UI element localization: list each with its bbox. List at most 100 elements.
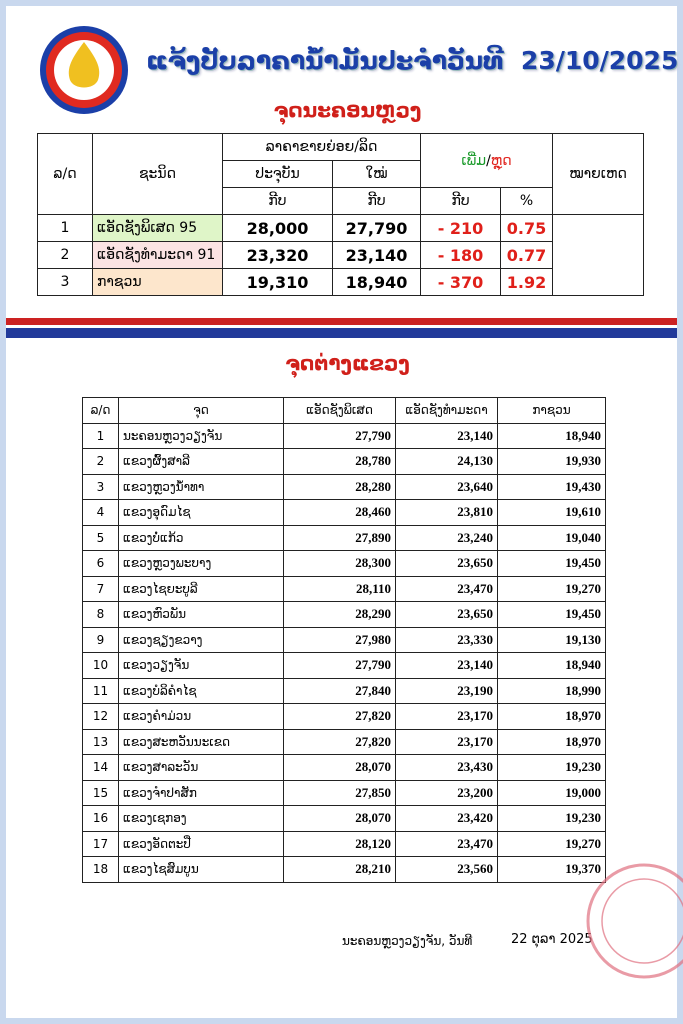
header-cell: ແອັດຊັງພິເສດ — [283, 397, 396, 424]
cell: 28,120 — [283, 830, 396, 857]
cell: 11 — [82, 677, 119, 704]
cell: 19,040 — [497, 524, 606, 551]
cell: - 210 — [420, 214, 502, 242]
cell: 28,110 — [283, 575, 396, 602]
footer-place: ນະຄອນຫຼວງວຽງຈັນ, ວັນທີ — [342, 934, 473, 948]
cell: 19,000 — [497, 779, 606, 806]
cell: ແຂວງໄຊຍະບູລີ — [118, 575, 284, 602]
row: 16 ແຂວງເຊກອງ 28,070 23,420 19,230 — [82, 805, 606, 832]
cell: ແຂວງຜົ້ງສາລີ — [118, 448, 284, 475]
cell: 16 — [82, 805, 119, 832]
province-table: ລ/ດ ຈຸດ ແອັດຊັງພິເສດ ແອັດຊັງທຳມະດາ ກາຊວນ 1 ນະຄ… — [82, 397, 606, 883]
cell: 23,810 — [395, 499, 498, 526]
cell: 7 — [82, 575, 119, 602]
cell: ແຂວງສະຫວັນນະເຂດ — [118, 728, 284, 755]
cell: 28,290 — [283, 601, 396, 628]
cell: 23,320 — [222, 241, 333, 269]
cell: 28,000 — [222, 214, 333, 242]
cell: 19,610 — [497, 499, 606, 526]
cell: ແຂວງຈຳປາສັກ — [118, 779, 284, 806]
cell: 23,650 — [395, 601, 498, 628]
cell: 23,430 — [395, 754, 498, 781]
row: 3 ແຂວງຫຼວງນ້ຳທາ 28,280 23,640 19,430 — [82, 473, 606, 500]
cell: ແອັດຊັງພິເສດ 95 — [92, 214, 223, 242]
cell: ແຂວງເຊກອງ — [118, 805, 284, 832]
cell: 0.75 — [500, 214, 554, 242]
cell: 28,280 — [283, 473, 396, 500]
cell: 23,190 — [395, 677, 498, 704]
cell: 23,330 — [395, 626, 498, 653]
cell: 5 — [82, 524, 119, 551]
cell: ແຂວງຫຼວງພະບາງ — [118, 550, 284, 577]
cell: 1 — [82, 422, 119, 449]
cell: 19,310 — [222, 268, 333, 296]
cell: 27,840 — [283, 677, 396, 704]
header-cell: ໝາຍເຫດ — [552, 133, 645, 215]
header-cell: ລ/ດ — [82, 397, 119, 424]
cell: 27,820 — [283, 728, 396, 755]
cell: 19,270 — [497, 830, 606, 857]
cell: 13 — [82, 728, 119, 755]
cell: 23,240 — [395, 524, 498, 551]
row: 4 ແຂວງອຸດົມໄຊ 28,460 23,810 19,610 — [82, 499, 606, 526]
header-cell: ກີບ — [420, 187, 502, 215]
row: 7 ແຂວງໄຊຍະບູລີ 28,110 23,470 19,270 — [82, 575, 606, 602]
cell: ແຂວງຫົວພັນ — [118, 601, 284, 628]
row: 15 ແຂວງຈຳປາສັກ 27,850 23,200 19,000 — [82, 779, 606, 806]
cell: 27,790 — [283, 422, 396, 449]
subtitle: ຈຸດນະຄອນຫຼວງ — [273, 98, 422, 122]
cell: 23,140 — [331, 241, 422, 269]
header-cell: ກີບ — [222, 187, 333, 215]
row: 2 ແອັດຊັງທຳມະດາ 91 23,320 23,140- 180 0.77 — [37, 241, 644, 269]
cell: 2 — [82, 448, 119, 475]
cell: 23,470 — [395, 575, 498, 602]
cell: 18,970 — [497, 703, 606, 730]
cell: 23,170 — [395, 703, 498, 730]
row: 2 ແຂວງຜົ້ງສາລີ 28,780 24,130 19,930 — [82, 448, 606, 475]
header-cell: ລ/ດ — [37, 133, 93, 215]
cell: 23,140 — [395, 652, 498, 679]
header-up: ເພີ່ມ — [461, 152, 487, 169]
row: 17 ແຂວງອັດຕະປື 28,120 23,470 19,270 — [82, 830, 606, 857]
cell: 19,450 — [497, 550, 606, 577]
header-cell: ກີບ — [331, 187, 422, 215]
cell: 17 — [82, 830, 119, 857]
header-cell: ເພີ່ມ/ຫຼຸດ — [420, 133, 554, 188]
cell: 19,430 — [497, 473, 606, 500]
header-row: ລ/ດ ຈຸດ ແອັດຊັງພິເສດ ແອັດຊັງທຳມະດາ ກາຊວນ — [82, 397, 606, 424]
cell: 24,130 — [395, 448, 498, 475]
cell: 23,420 — [395, 805, 498, 832]
cell: 18 — [82, 856, 119, 883]
cell: 4 — [82, 499, 119, 526]
row: 9 ແຂວງຊຽງຂວາງ 27,980 23,330 19,130 — [82, 626, 606, 653]
header-down: ຫຼຸດ — [490, 152, 512, 169]
row: 11 ແຂວງບໍລິຄຳໄຊ 27,840 23,190 18,990 — [82, 677, 606, 704]
cell: 23,560 — [395, 856, 498, 883]
cell: 18,970 — [497, 728, 606, 755]
cell: 19,270 — [497, 575, 606, 602]
cell: 27,890 — [283, 524, 396, 551]
cell: 19,930 — [497, 448, 606, 475]
header-cell: ກາຊວນ — [497, 397, 606, 424]
header-cell: ແອັດຊັງທຳມະດາ — [395, 397, 498, 424]
cell: 19,230 — [497, 754, 606, 781]
cell: 28,210 — [283, 856, 396, 883]
cell: 12 — [82, 703, 119, 730]
cell: 27,850 — [283, 779, 396, 806]
cell: 1.92 — [500, 268, 554, 296]
section-title: ຈຸດຕ່າງແຂວງ — [285, 351, 410, 375]
header-cell: ຈຸດ — [118, 397, 284, 424]
cell: 0.77 — [500, 241, 554, 269]
cell: 19,370 — [497, 856, 606, 883]
header-sep: / — [486, 152, 491, 169]
logo — [40, 26, 128, 114]
cell: 28,070 — [283, 754, 396, 781]
cell: 19,230 — [497, 805, 606, 832]
header-cell: ປະຈຸບັນ — [222, 160, 333, 188]
cell: 27,790 — [331, 214, 422, 242]
header-cell: ລາຄາຂາຍຍ່ອຍ/ລິດ — [221, 133, 422, 161]
title-text: ແຈ້ງປັບລາຄານ້ຳມັນປະຈຳວັນທີ — [146, 46, 504, 75]
page: ແຈ້ງປັບລາຄານ້ຳມັນປະຈຳວັນທີ 23/10/2025 ຈຸ… — [6, 6, 683, 1018]
cell: ແຂວງຊຽງຂວາງ — [118, 626, 284, 653]
cell: 6 — [82, 550, 119, 577]
